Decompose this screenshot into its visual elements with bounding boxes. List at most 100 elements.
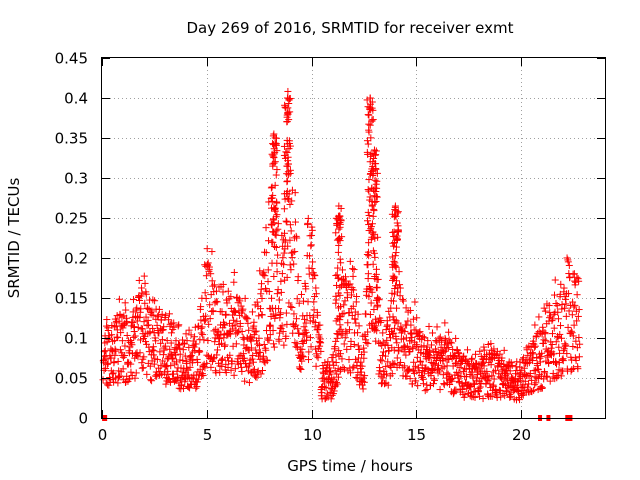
data-point-marker <box>399 364 407 372</box>
data-point-marker <box>370 231 378 239</box>
data-point-marker <box>427 372 435 380</box>
data-point-marker <box>419 333 427 341</box>
data-point-marker <box>303 332 311 340</box>
data-point-marker <box>425 322 433 330</box>
data-point-marker <box>275 296 283 304</box>
data-point-marker <box>374 295 382 303</box>
data-point-marker <box>172 345 180 353</box>
data-point-marker <box>529 357 537 365</box>
data-point-marker <box>344 319 352 327</box>
data-point-marker <box>508 361 516 369</box>
data-point-marker <box>206 315 214 323</box>
data-point-marker <box>573 317 581 325</box>
data-point-marker <box>367 299 375 307</box>
data-point-marker <box>370 207 378 215</box>
data-point-marker <box>378 357 386 365</box>
data-point-marker <box>437 343 445 351</box>
data-point-marker <box>284 195 292 203</box>
data-point-marker <box>365 176 373 184</box>
data-point-marker <box>528 349 536 357</box>
data-point-marker <box>192 384 200 392</box>
data-point-marker <box>316 321 324 329</box>
data-point-marker <box>365 128 373 136</box>
data-point-marker <box>277 277 285 285</box>
data-point-marker <box>393 236 401 244</box>
data-point-marker <box>372 337 380 345</box>
data-point-marker <box>362 338 370 346</box>
data-point-marker <box>268 220 276 228</box>
data-point-marker <box>104 359 112 367</box>
data-point-marker <box>287 303 295 311</box>
data-point-marker <box>501 392 509 400</box>
data-point-marker <box>108 346 116 354</box>
data-point-marker <box>194 375 202 383</box>
data-point-marker <box>346 280 354 288</box>
data-point-marker <box>475 384 483 392</box>
data-point-marker <box>506 393 514 401</box>
data-point-marker <box>389 239 397 247</box>
data-point-marker <box>337 313 345 321</box>
data-point-marker <box>196 348 204 356</box>
data-point-marker <box>294 273 302 281</box>
data-point-marker <box>407 329 415 337</box>
data-point-marker <box>536 371 544 379</box>
data-point-marker <box>112 347 120 355</box>
data-point-marker <box>185 326 193 334</box>
data-point-marker <box>145 321 153 329</box>
data-point-marker <box>416 328 424 336</box>
data-point-marker <box>136 314 144 322</box>
data-point-marker <box>561 342 569 350</box>
data-point-marker <box>114 379 122 387</box>
data-point-marker <box>534 366 542 374</box>
data-point-marker <box>334 274 342 282</box>
data-point-marker <box>390 346 398 354</box>
data-point-marker <box>535 313 543 321</box>
data-point-marker <box>237 302 245 310</box>
data-point-marker <box>529 337 537 345</box>
data-point-marker <box>463 385 471 393</box>
data-point-marker <box>265 336 273 344</box>
data-point-marker <box>424 337 432 345</box>
data-point-marker <box>230 316 238 324</box>
data-point-marker <box>455 369 463 377</box>
data-point-marker <box>143 370 151 378</box>
data-point-marker <box>253 373 261 381</box>
data-point-marker <box>469 393 477 401</box>
data-point-marker <box>207 270 215 278</box>
data-point-marker <box>157 316 165 324</box>
data-point-marker <box>224 287 232 295</box>
data-point-marker <box>253 298 261 306</box>
data-point-marker <box>369 116 377 124</box>
data-point-marker <box>270 228 278 236</box>
data-point-marker <box>272 243 280 251</box>
data-point-marker <box>211 338 219 346</box>
data-point-marker <box>365 111 373 119</box>
data-point-marker <box>197 303 205 311</box>
data-point-marker <box>512 370 520 378</box>
data-point-marker <box>256 267 264 275</box>
data-point-marker <box>349 364 357 372</box>
x-tick-label: 10 <box>303 426 322 444</box>
data-point-marker <box>389 360 397 368</box>
data-point-marker <box>169 370 177 378</box>
data-point-marker <box>291 189 299 197</box>
data-point-marker <box>416 358 424 366</box>
data-point-marker <box>345 309 353 317</box>
data-point-marker <box>361 372 369 380</box>
data-point-marker <box>305 356 313 364</box>
data-point-marker <box>566 273 574 281</box>
data-point-marker <box>379 374 387 382</box>
data-point-marker <box>394 319 402 327</box>
data-point-marker <box>333 236 341 244</box>
data-point-marker <box>458 385 466 393</box>
data-point-marker <box>467 368 475 376</box>
data-point-marker <box>162 311 170 319</box>
data-point-marker <box>260 357 268 365</box>
data-point-marker <box>366 158 374 166</box>
data-point-marker <box>215 334 223 342</box>
data-point-marker <box>285 145 293 153</box>
data-point-marker <box>276 310 284 318</box>
data-point-marker <box>367 235 375 243</box>
data-point-marker <box>401 362 409 370</box>
data-point-marker <box>560 284 568 292</box>
